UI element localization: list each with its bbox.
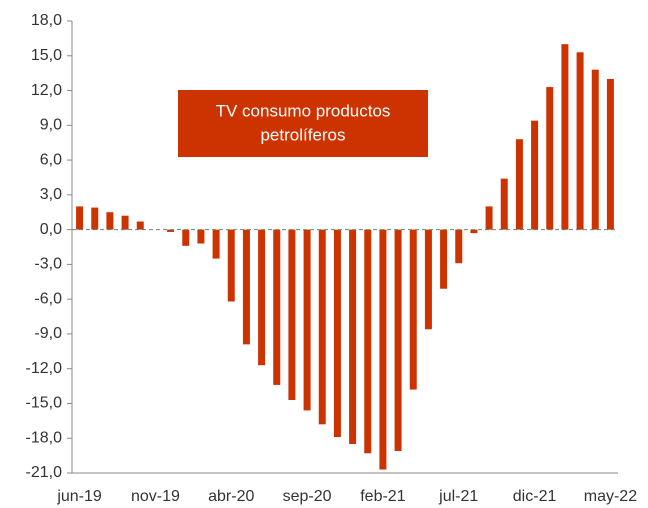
y-tick-label: -18,0 (26, 429, 63, 446)
y-tick-label: -12,0 (26, 360, 63, 377)
x-tick-label: sep-20 (283, 488, 332, 505)
bar (424, 229, 432, 330)
y-tick-label: 18,0 (31, 12, 62, 29)
bar (288, 229, 296, 400)
bar (303, 229, 311, 411)
y-tick-label: 9,0 (40, 117, 62, 134)
bar (546, 87, 554, 230)
bar (394, 229, 402, 451)
bar (349, 229, 357, 445)
y-tick-label: -15,0 (26, 395, 63, 412)
annotation-box (178, 90, 428, 157)
bar (455, 229, 463, 264)
y-tick-label: -9,0 (34, 325, 62, 342)
bar (485, 206, 493, 230)
bar (591, 69, 599, 230)
bar (273, 229, 281, 385)
x-tick-label: feb-21 (360, 488, 405, 505)
annotation: petrolíferos (260, 125, 345, 144)
y-tick-label: 0,0 (40, 221, 62, 238)
y-tick-label: 3,0 (40, 186, 62, 203)
bar (318, 229, 326, 425)
y-tick-label: -3,0 (34, 256, 62, 273)
bar (364, 229, 372, 454)
bar (91, 207, 99, 230)
bar (440, 229, 448, 289)
bar (76, 206, 84, 230)
x-tick-label: dic-21 (513, 488, 557, 505)
bar (409, 229, 417, 390)
bar (167, 229, 175, 232)
x-tick-label: abr-20 (208, 488, 254, 505)
bar (500, 178, 508, 230)
bar (470, 229, 478, 234)
x-tick-label: nov-19 (131, 488, 180, 505)
bar (136, 221, 144, 230)
bar (576, 52, 584, 230)
x-tick-label: may-22 (584, 488, 637, 505)
y-tick-label: -21,0 (26, 464, 63, 481)
bar (197, 229, 205, 244)
bar (258, 229, 266, 366)
x-tick-label: jul-21 (438, 488, 478, 505)
bar (106, 212, 114, 230)
y-tick-label: -6,0 (34, 290, 62, 307)
bar (182, 229, 190, 246)
bar (212, 229, 220, 259)
x-tick-label: jun-19 (56, 488, 102, 505)
bar (515, 139, 523, 230)
annotation: TV consumo productos (216, 101, 391, 120)
bar (333, 229, 341, 438)
y-tick-label: 6,0 (40, 151, 62, 168)
y-tick-label: 12,0 (31, 82, 62, 99)
bar (606, 78, 614, 230)
bar (531, 120, 539, 230)
y-tick-label: 15,0 (31, 47, 62, 64)
bar (379, 229, 387, 470)
bar (227, 229, 235, 302)
bar (242, 229, 250, 345)
bar (121, 215, 129, 230)
bar (561, 44, 569, 230)
